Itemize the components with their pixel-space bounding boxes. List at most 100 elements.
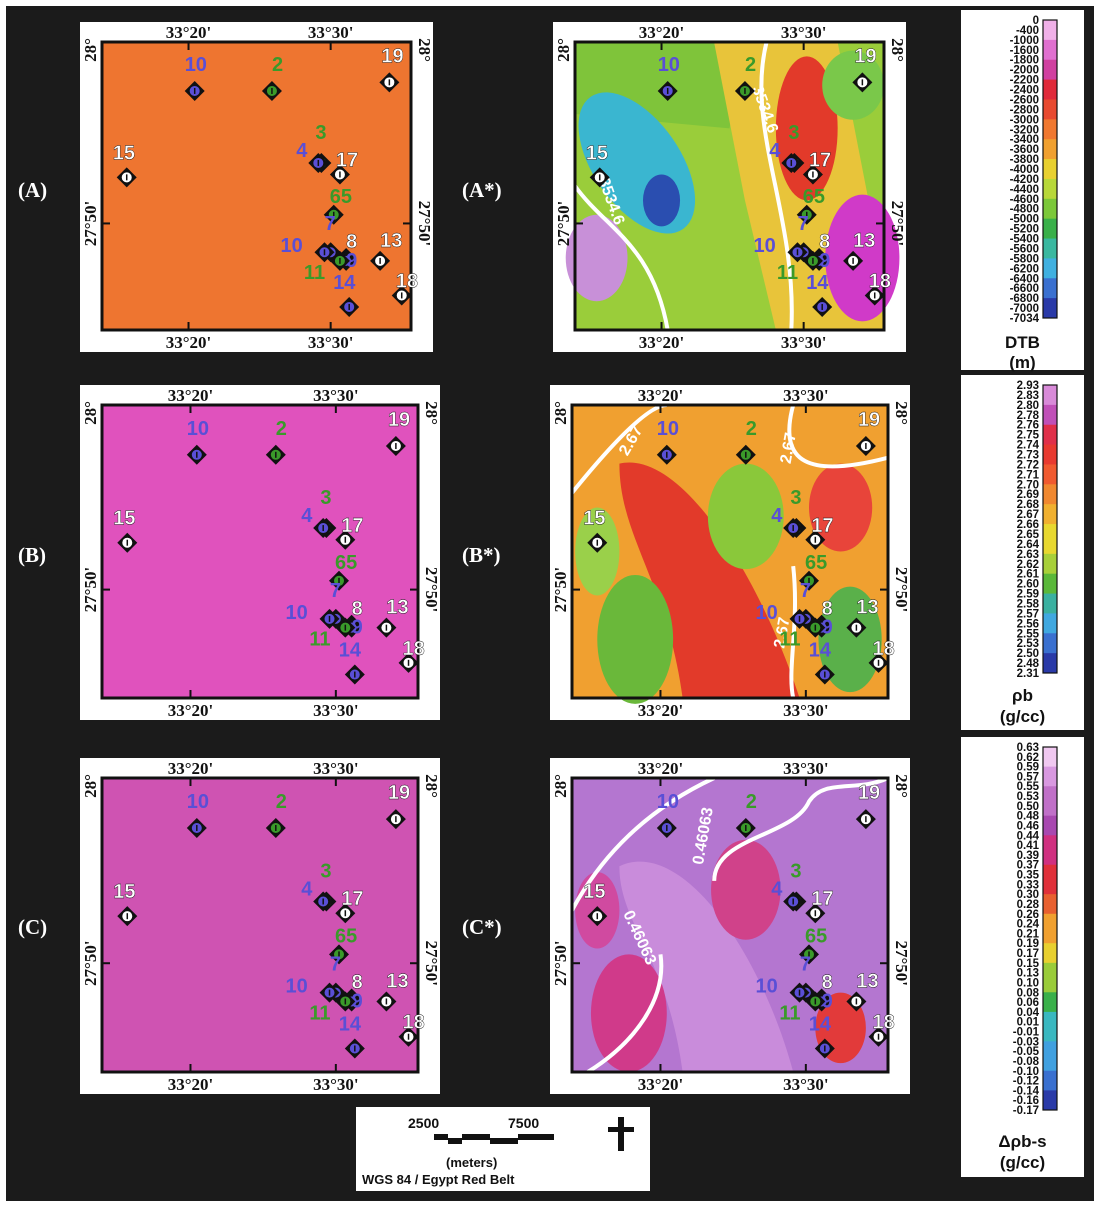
map-border	[100, 776, 420, 1074]
well-label: 11	[309, 1002, 330, 1024]
well-label: 4	[769, 140, 781, 162]
well-marker: 10	[656, 791, 679, 838]
colorbar-swatch	[1043, 835, 1057, 846]
colorbar-swatch	[1043, 776, 1057, 787]
well-marker: 11	[304, 250, 350, 284]
well-label: 7	[330, 580, 341, 602]
legend-dtb-unit: (m)	[1009, 353, 1036, 372]
colorbar-swatch	[1043, 766, 1057, 777]
colorbar-tick-label: -6200	[1010, 263, 1039, 275]
well-marker: 65	[799, 552, 827, 591]
lat-label-top-left: 28°	[81, 38, 100, 62]
colorbar-tick-label: 0.26	[1017, 909, 1039, 921]
well-label: 13	[856, 597, 878, 619]
well-marker: 4	[769, 140, 802, 173]
well-label: 10	[187, 418, 209, 440]
well-label: 10	[756, 976, 778, 998]
well-label: 17	[336, 149, 358, 171]
well-label: 19	[388, 409, 410, 431]
colorbar-swatch	[1043, 1070, 1057, 1082]
colorbar-swatch	[1043, 119, 1057, 130]
well-marker: 65	[799, 925, 827, 965]
colorbar-tick-label: 2.76	[1017, 420, 1039, 432]
colorbar-tick-label: -4600	[1010, 194, 1039, 206]
well-marker: 19	[855, 782, 880, 830]
well-marker: 15	[113, 881, 138, 927]
colorbar-tick-label: -0.17	[1013, 1105, 1039, 1117]
well-marker: 10	[280, 235, 335, 263]
well-label: 8	[352, 972, 363, 994]
lat-label-top-right: 28°	[892, 401, 910, 425]
colorbar-swatch	[1043, 874, 1057, 885]
well-label: 4	[301, 505, 313, 527]
scale-unit: (meters)	[446, 1155, 498, 1170]
colorbar-swatch	[1043, 504, 1057, 515]
well-label: 17	[341, 888, 363, 910]
colorbar-swatch	[1043, 288, 1057, 299]
lat-label-top-right: 28°	[415, 38, 433, 62]
colorbar-tick-label: 2.48	[1017, 658, 1040, 670]
colorbar-swatch	[1043, 1041, 1057, 1052]
colorbar-tick-label: 2.31	[1017, 668, 1040, 680]
colorbar-tick-label: 2.53	[1017, 638, 1039, 650]
lon-label-top-left: 33°20'	[168, 386, 214, 405]
well-label: 19	[858, 782, 880, 804]
colorbar-tick-label: 2.70	[1017, 479, 1039, 491]
well-marker: 65	[329, 925, 357, 965]
colorbar-tick-label: -2000	[1010, 65, 1039, 77]
colorbar-swatch	[1043, 913, 1057, 925]
colorbar-tick-label: 2.62	[1017, 559, 1039, 571]
colorbar-tick-label: -3800	[1010, 154, 1039, 166]
colorbar-swatch	[1043, 188, 1057, 200]
colorbar-swatch	[1043, 404, 1057, 416]
lat-label-top-right: 28°	[422, 401, 440, 425]
well-marker: 10	[753, 235, 808, 263]
colorbar-tick-label: 0.24	[1017, 919, 1040, 931]
colorbar-tick-label: 0.55	[1017, 781, 1040, 793]
colorbar-tick-label: 0.50	[1017, 801, 1039, 813]
well-label: 10	[187, 791, 209, 813]
colorbar-tick-label: 2.64	[1017, 539, 1040, 551]
well-marker: 15	[586, 142, 610, 188]
colorbar-swatch	[1043, 139, 1057, 150]
well-marker: 10	[656, 418, 679, 465]
lat-label-mid-left: 27°50'	[551, 567, 570, 613]
colorbar-swatch	[1043, 129, 1057, 140]
colorbar-swatch	[1043, 228, 1057, 240]
well-marker: 17	[805, 515, 834, 550]
well-label: 14	[339, 1013, 362, 1035]
well-marker: 10	[186, 418, 209, 465]
well-marker: 10	[184, 54, 207, 101]
well-marker: 10	[756, 976, 810, 1003]
well-marker: 18	[864, 270, 891, 306]
well-label: 13	[856, 970, 878, 992]
lon-label-bottom-right: 33°30'	[781, 333, 827, 352]
well-label: 10	[286, 976, 308, 998]
colorbar-tick-label: 0.48	[1017, 811, 1040, 823]
panel-label-b-star: (B*)	[462, 543, 501, 567]
well-marker: 15	[113, 142, 137, 188]
colorbar-tick-label: 2.83	[1017, 390, 1039, 402]
well-label: 19	[388, 782, 410, 804]
lat-label-top-right: 28°	[892, 774, 910, 798]
legend-dtb-colorbar: 0-400-1000-1600-1800-2000-2200-2400-2600…	[1010, 15, 1058, 325]
lat-label-mid-left: 27°50'	[554, 201, 573, 247]
colorbar-tick-label: -3600	[1010, 144, 1039, 156]
lat-label-top-left: 28°	[554, 38, 573, 62]
well-label: 65	[805, 925, 827, 947]
lon-label-bottom-left: 33°20'	[168, 701, 214, 720]
colorbar-tick-label: -2200	[1010, 75, 1039, 87]
panel-label-c-star: (C*)	[462, 915, 502, 939]
colorbar-tick-label: 2.67	[1017, 509, 1039, 521]
colorbar-tick-label: 2.71	[1017, 469, 1040, 481]
well-label: 9	[822, 990, 833, 1012]
colorbar-tick-label: -400	[1016, 25, 1039, 37]
well-label: 14	[806, 272, 829, 294]
colorbar-tick-label: -1000	[1010, 35, 1039, 47]
contour-label: 2.67	[771, 616, 793, 650]
colorbar-tick-label: -6400	[1010, 273, 1039, 285]
lon-label-bottom-right: 33°30'	[313, 1075, 359, 1094]
colorbar-swatch	[1043, 218, 1057, 230]
colorbar-tick-label: -0.14	[1013, 1085, 1040, 1097]
well-marker: 11	[309, 617, 356, 651]
